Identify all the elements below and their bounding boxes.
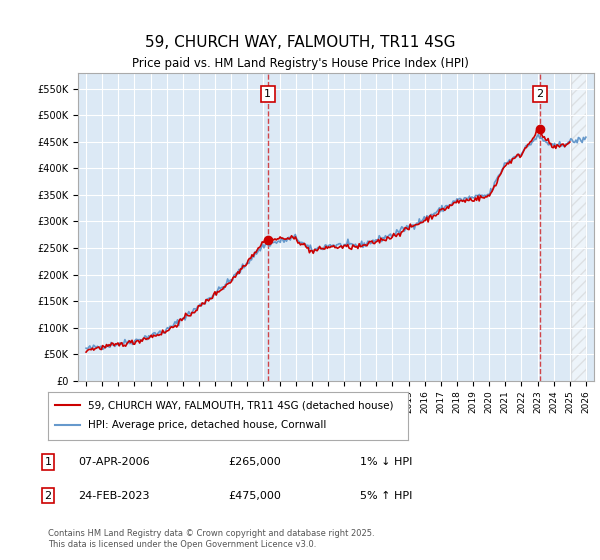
Text: 59, CHURCH WAY, FALMOUTH, TR11 4SG: 59, CHURCH WAY, FALMOUTH, TR11 4SG — [145, 35, 455, 50]
Text: 24-FEB-2023: 24-FEB-2023 — [78, 491, 149, 501]
Text: 1: 1 — [44, 457, 52, 467]
Text: 2: 2 — [44, 491, 52, 501]
Text: 07-APR-2006: 07-APR-2006 — [78, 457, 149, 467]
Text: 5% ↑ HPI: 5% ↑ HPI — [360, 491, 412, 501]
Text: Contains HM Land Registry data © Crown copyright and database right 2025.
This d: Contains HM Land Registry data © Crown c… — [48, 529, 374, 549]
Text: 59, CHURCH WAY, FALMOUTH, TR11 4SG (detached house): 59, CHURCH WAY, FALMOUTH, TR11 4SG (deta… — [88, 400, 393, 410]
Text: HPI: Average price, detached house, Cornwall: HPI: Average price, detached house, Corn… — [88, 421, 326, 430]
Text: 2: 2 — [536, 89, 544, 99]
Text: £475,000: £475,000 — [228, 491, 281, 501]
Text: 1: 1 — [264, 89, 271, 99]
Text: Price paid vs. HM Land Registry's House Price Index (HPI): Price paid vs. HM Land Registry's House … — [131, 57, 469, 70]
Text: £265,000: £265,000 — [228, 457, 281, 467]
Text: 1% ↓ HPI: 1% ↓ HPI — [360, 457, 412, 467]
